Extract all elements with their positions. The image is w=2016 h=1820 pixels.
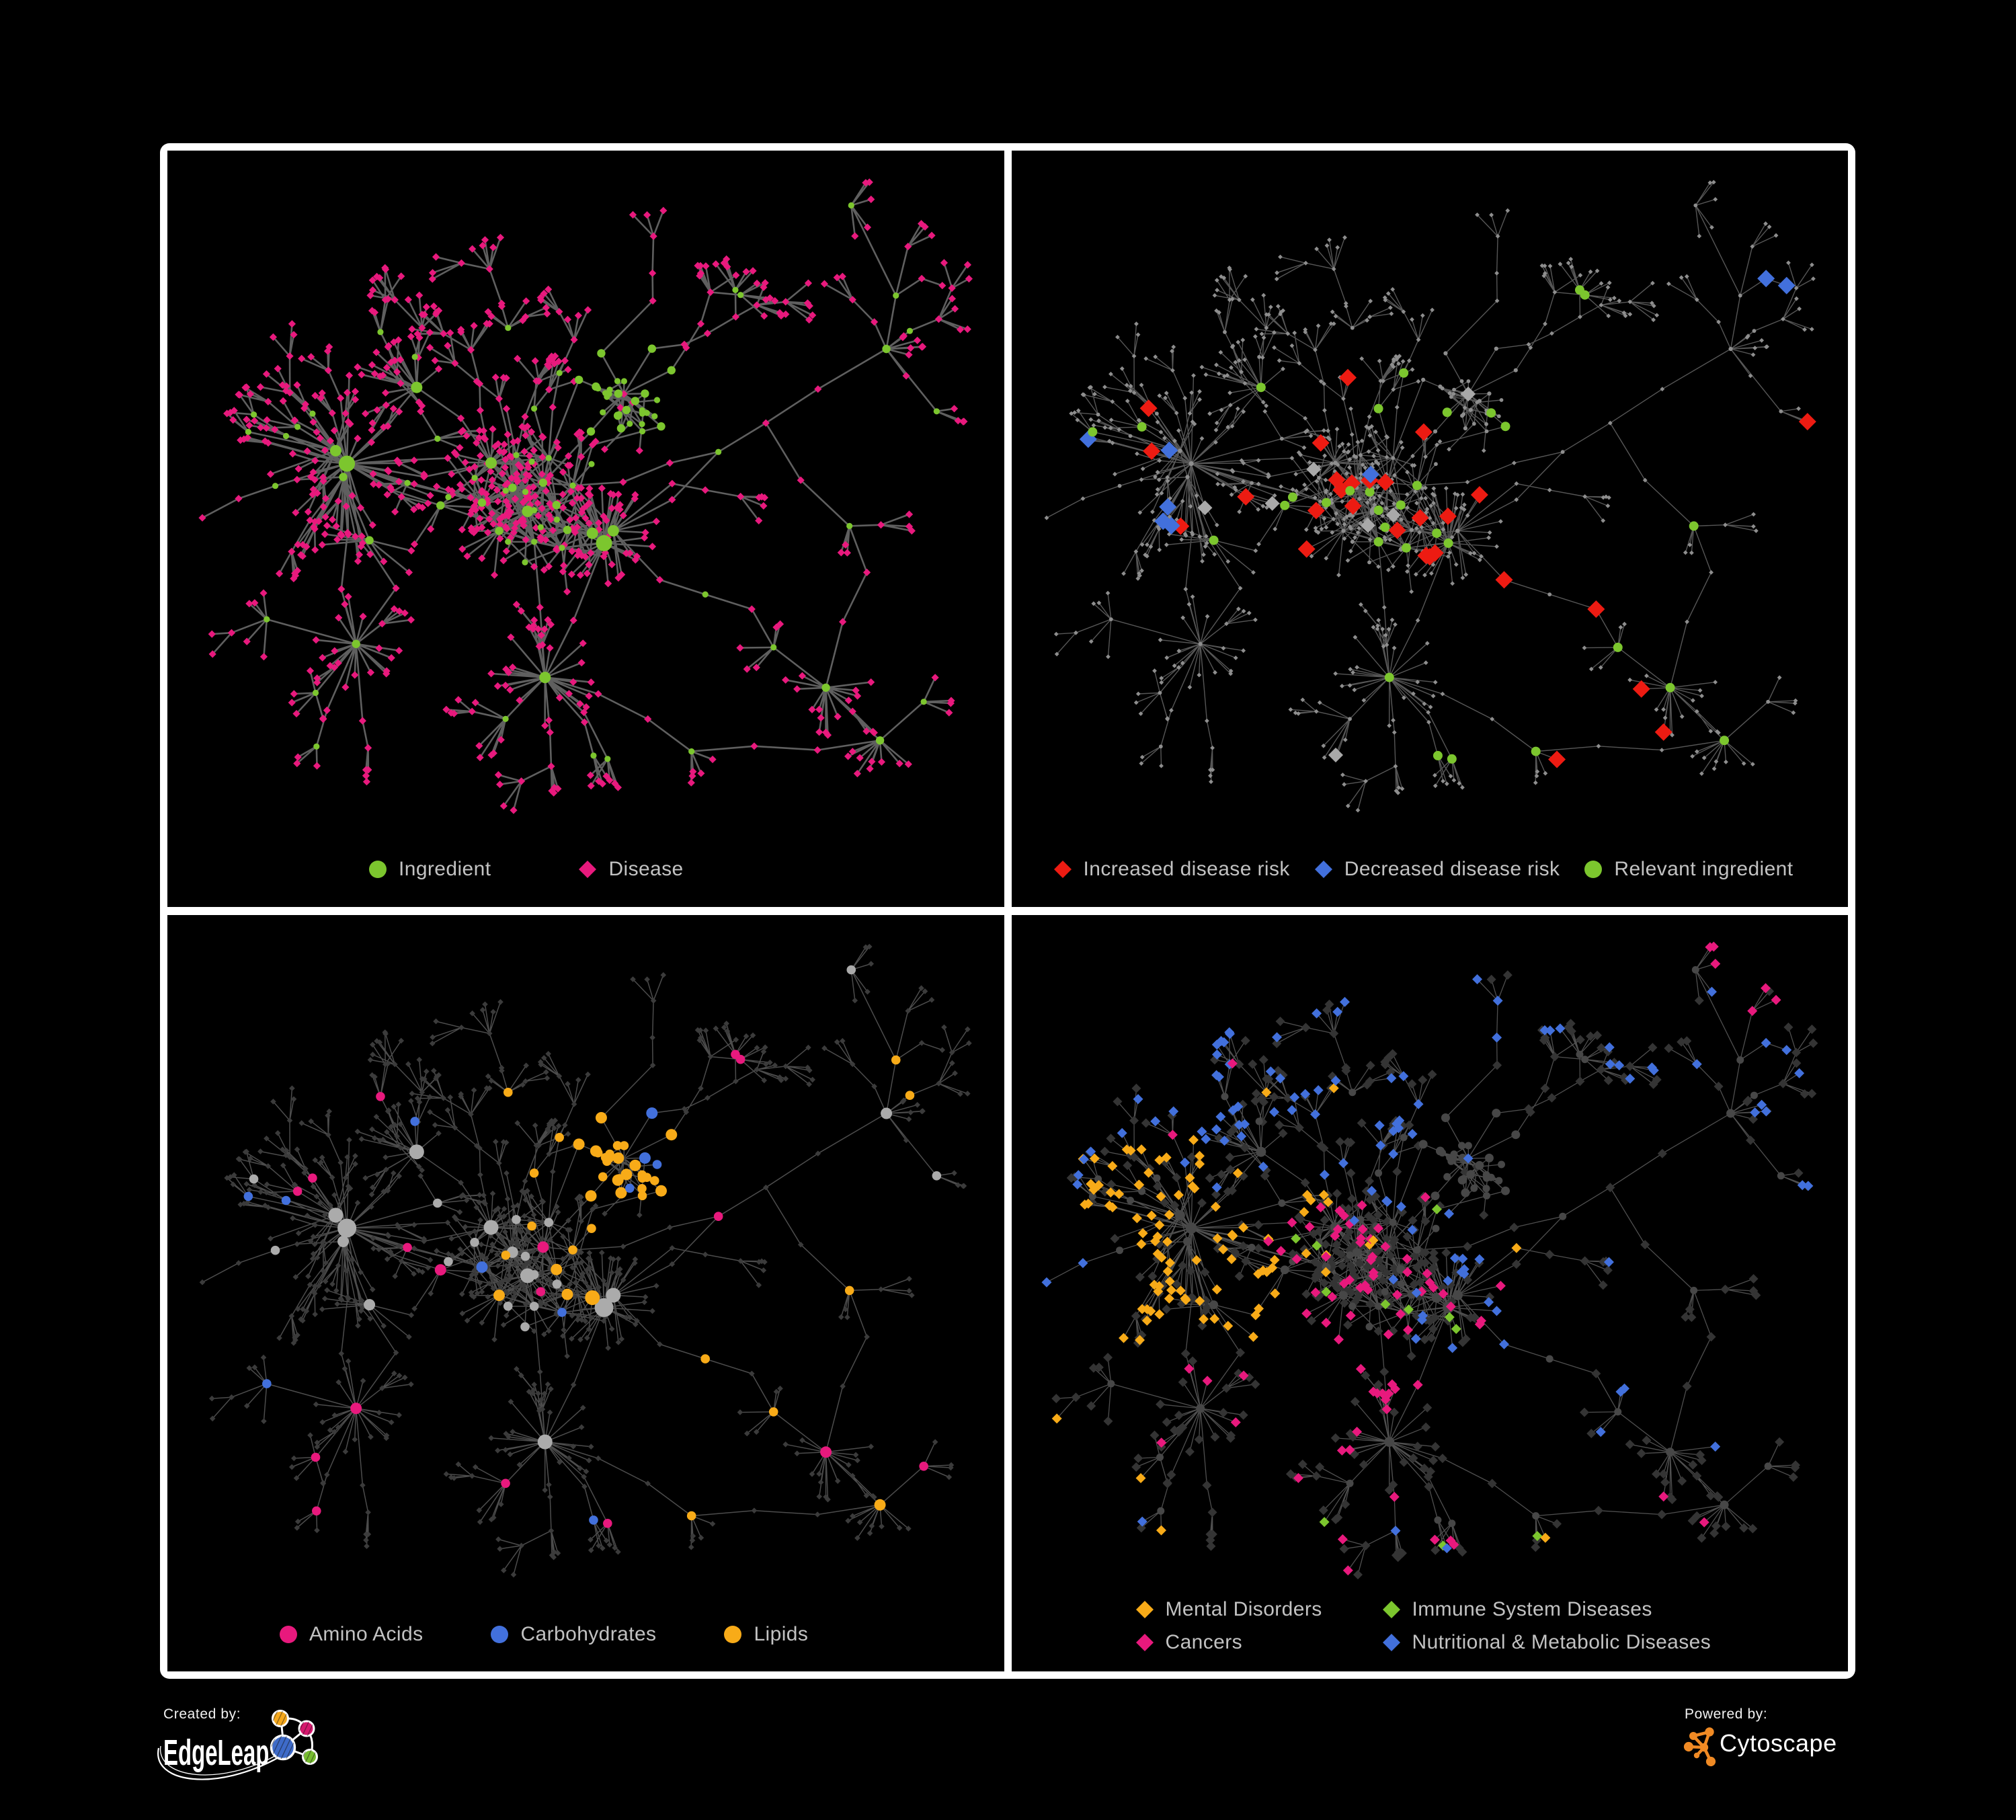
legend-circle-icon xyxy=(724,1626,742,1643)
legend-label: Lipids xyxy=(754,1623,809,1645)
legend-item: Cancers xyxy=(1135,1631,1382,1654)
legend-label: Mental Disorders xyxy=(1165,1597,1322,1620)
powered-by-label: Powered by: xyxy=(1685,1706,1768,1722)
legend-label: Increased disease risk xyxy=(1083,858,1290,880)
legend-circle-icon xyxy=(369,861,387,878)
cytoscape-logo-nodes xyxy=(1683,1727,1716,1767)
edgeleap-logo-icon xyxy=(157,1710,318,1780)
edgeleap-credit: Created by: EdgeLeap xyxy=(157,1706,318,1780)
disease-risk-network xyxy=(1044,180,1816,813)
legend-item: Amino Acids xyxy=(279,1623,423,1646)
legend-circle-icon xyxy=(280,1626,297,1643)
legend-item: Increased disease risk xyxy=(1053,858,1290,881)
legend-diamond-icon xyxy=(579,861,597,878)
network-edges xyxy=(1045,182,1814,811)
legend-diamond-icon xyxy=(1135,1600,1154,1618)
legend-nutrient-class: Amino Acids Carbohydrates Lipids xyxy=(279,1623,808,1646)
legend-item: Immune System Diseases xyxy=(1382,1598,1711,1621)
panel-ingredient-disease: Ingredient Disease xyxy=(167,151,1004,907)
legend-label: Decreased disease risk xyxy=(1344,858,1560,880)
legend-diamond-icon xyxy=(1382,1600,1400,1618)
legend-item: Nutritional & Metabolic Diseases xyxy=(1382,1631,1711,1654)
nutrient-class-network xyxy=(199,943,972,1578)
panels-frame: Ingredient Disease Increased disease risk… xyxy=(160,143,1855,1679)
legend-item: Lipids xyxy=(723,1623,808,1646)
legend-label: Cancers xyxy=(1165,1630,1243,1653)
legend-disease-risk: Increased disease risk Decreased disease … xyxy=(1053,858,1793,881)
legend-label: Amino Acids xyxy=(309,1623,424,1645)
legend-label: Disease xyxy=(608,858,684,880)
cytoscape-logo-icon xyxy=(1683,1727,1716,1767)
legend-diamond-icon xyxy=(1382,1633,1400,1651)
legend-diamond-icon xyxy=(1135,1633,1154,1651)
network-edges xyxy=(202,946,970,1575)
panel-disease-risk: Increased disease risk Decreased disease … xyxy=(1011,151,1848,907)
legend-disease-category: Mental Disorders Immune System Diseases Ca… xyxy=(1135,1593,1711,1659)
legend-item: Relevant ingredient xyxy=(1584,858,1793,881)
legend-item: Decreased disease risk xyxy=(1314,858,1560,881)
cytoscape-wordmark: Cytoscape xyxy=(1720,1729,1837,1757)
legend-label: Carbohydrates xyxy=(520,1623,657,1645)
legend-circle-icon xyxy=(1584,861,1603,878)
legend-item: Carbohydrates xyxy=(490,1623,656,1646)
legend-label: Ingredient xyxy=(399,858,491,880)
cytoscape-credit: Powered by: Cytoscape xyxy=(1683,1706,1837,1767)
legend-diamond-icon xyxy=(1053,861,1072,878)
legend-item: Disease xyxy=(578,858,683,881)
edgeleap-logo-nodes xyxy=(270,1710,318,1765)
disease-category-network xyxy=(1041,941,1818,1580)
created-by-label: Created by: xyxy=(163,1706,241,1722)
panel-nutrient-class: Amino Acids Carbohydrates Lipids xyxy=(167,915,1004,1671)
legend-ingredient-disease: Ingredient Disease xyxy=(368,858,684,881)
legend-diamond-icon xyxy=(1314,861,1332,878)
legend-label: Relevant ingredient xyxy=(1614,858,1793,880)
ingredient-disease-network xyxy=(198,178,973,814)
legend-item: Ingredient xyxy=(368,858,491,881)
panel-disease-category: Mental Disorders Immune System Diseases Ca… xyxy=(1011,915,1848,1671)
network-nodes xyxy=(199,943,972,1578)
legend-circle-icon xyxy=(491,1626,509,1643)
network-nodes xyxy=(1041,941,1818,1580)
legend-item: Mental Disorders xyxy=(1135,1598,1382,1621)
legend-label: Immune System Diseases xyxy=(1412,1597,1652,1620)
legend-label: Nutritional & Metabolic Diseases xyxy=(1412,1630,1711,1653)
